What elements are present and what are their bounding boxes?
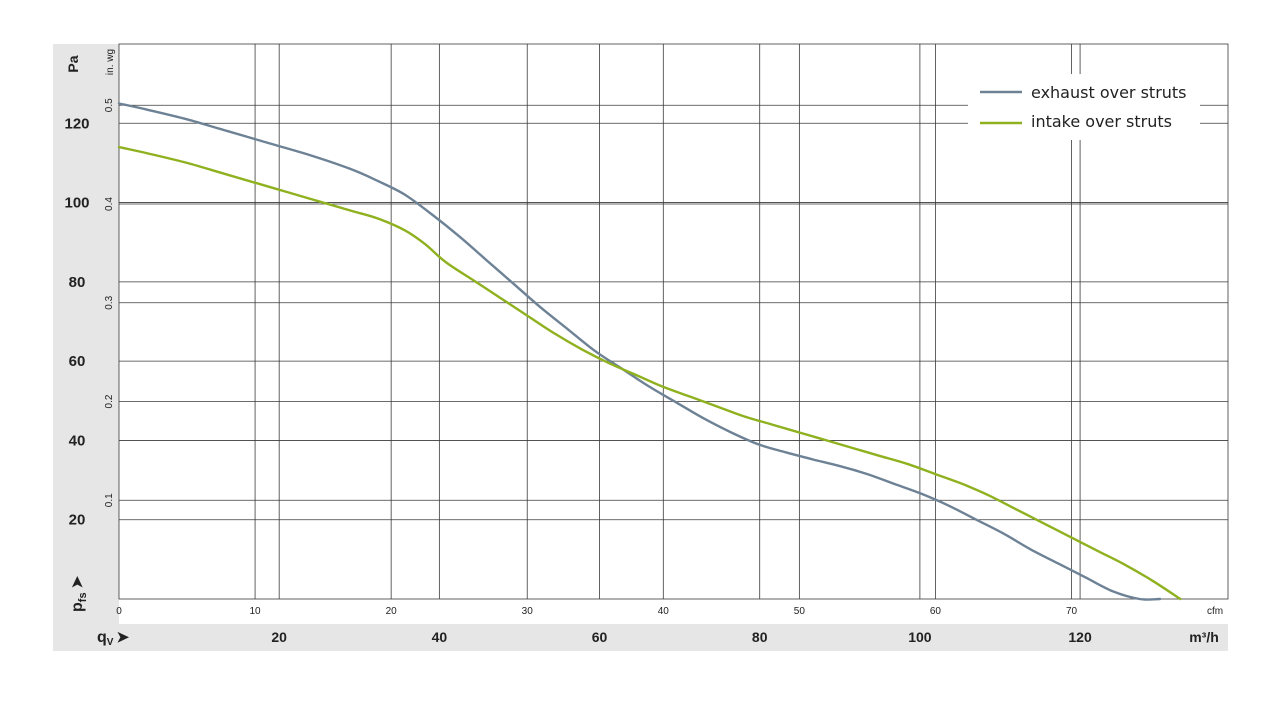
- x-tick-cfm: 0: [116, 606, 122, 617]
- x-symbol-arrow: ➤: [116, 629, 129, 646]
- y-tick-pa: 20: [69, 512, 86, 529]
- y-tick-inwg: 0.5: [104, 98, 115, 112]
- y-tick-pa: 80: [69, 274, 86, 291]
- x-tick-m3h: 40: [432, 629, 448, 645]
- y-tick-pa: 40: [69, 432, 86, 449]
- x-tick-m3h: 60: [592, 629, 608, 645]
- x-tick-cfm: 50: [794, 606, 806, 617]
- x-tick-cfm: 40: [658, 606, 670, 617]
- y-tick-pa: 60: [69, 353, 86, 370]
- y-axis-band: [53, 44, 119, 626]
- y-symbol-arrow: ➤: [69, 575, 86, 588]
- legend-background: [968, 74, 1200, 140]
- x-tick-m3h: 20: [271, 629, 287, 645]
- x-tick-cfm: 20: [386, 606, 398, 617]
- y-symbol-main: p: [69, 602, 86, 612]
- x-tick-m3h: 100: [908, 629, 932, 645]
- plot-frame: [118, 43, 1229, 600]
- y-tick-inwg: 0.4: [104, 197, 115, 211]
- x-axis-label-m3h: m³/h: [1189, 629, 1219, 645]
- legend-label-intake: intake over struts: [1031, 112, 1172, 131]
- x-symbol-main: q: [97, 629, 107, 646]
- x-axis-band: [53, 624, 1228, 651]
- y-tick-inwg: 0.3: [104, 295, 115, 309]
- legend: exhaust over struts intake over struts: [968, 74, 1200, 140]
- y-axis-label-inwg: in. wg: [105, 49, 116, 75]
- y-symbol: pfs ➤: [69, 575, 89, 612]
- series-line-exhaust: [117, 102, 1162, 601]
- y-tick-inwg: 0.2: [104, 394, 115, 408]
- x-tick-cfm: 30: [522, 606, 534, 617]
- legend-label-exhaust: exhaust over struts: [1031, 83, 1187, 102]
- svg-text:pfs➤: pfs ➤: [69, 575, 89, 612]
- x-tick-cfm: 60: [930, 606, 942, 617]
- y-axis-label-pa: Pa: [65, 55, 81, 72]
- y-tick-inwg: 0.1: [104, 493, 115, 507]
- grid: [119, 44, 1228, 599]
- curves: [117, 102, 1182, 601]
- x-axis-label-cfm: cfm: [1207, 606, 1223, 617]
- x-symbol: qV ➤: [97, 629, 129, 648]
- series-line-intake: [117, 145, 1182, 601]
- y-tick-pa: 120: [64, 115, 89, 132]
- y-symbol-sub: fs: [77, 592, 89, 602]
- svg-text:qV➤: qV ➤: [97, 629, 129, 648]
- x-symbol-sub: V: [107, 637, 114, 648]
- x-tick-m3h: 80: [752, 629, 768, 645]
- y-tick-pa: 100: [64, 195, 89, 212]
- tick-labels: 20 40 60 80 100 120 0.1 0.2 0.3 0.4 0.5 0 10 20 30 40 50…: [64, 98, 1091, 645]
- x-tick-m3h: 120: [1068, 629, 1092, 645]
- x-tick-cfm: 10: [250, 606, 262, 617]
- x-tick-cfm: 70: [1066, 606, 1078, 617]
